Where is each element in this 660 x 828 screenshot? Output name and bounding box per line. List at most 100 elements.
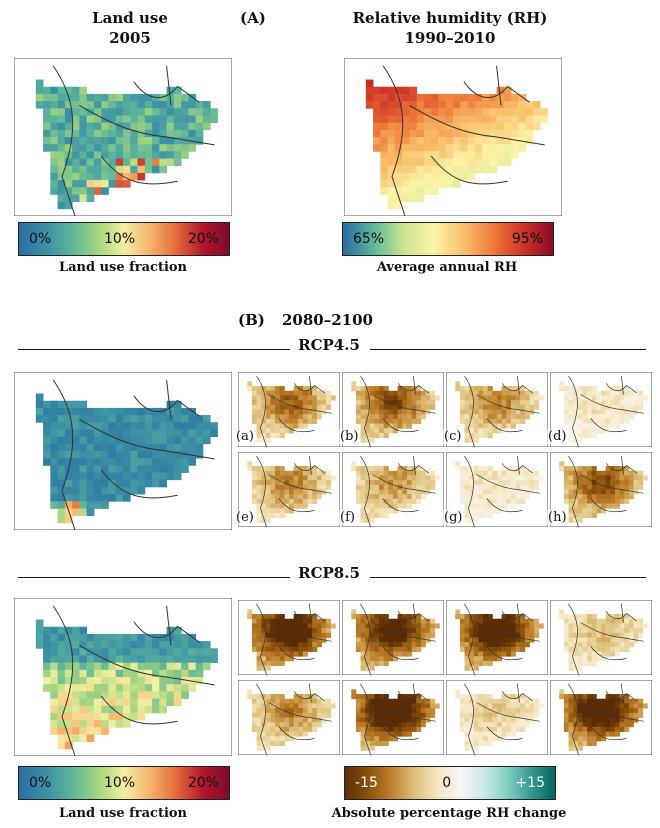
- rcp85-landuse-cell: [108, 684, 117, 692]
- rcp45-change-0-cell: [275, 418, 281, 424]
- rcp85-change-4-cell: [265, 717, 271, 723]
- rcp85-change-0-cell: [289, 623, 295, 629]
- rcp85-change-3-cell: [573, 660, 579, 667]
- landuse-2005-cell: [79, 122, 88, 131]
- rcp85-change-1-cell: [397, 628, 403, 634]
- landuse-2005-cell: [108, 108, 117, 116]
- landuse-2005-cell: [137, 108, 146, 116]
- rcp85-change-5-cell: [365, 717, 371, 723]
- rcp45-change-6-cell: [473, 508, 479, 514]
- rcp45-change-2-cell: [520, 414, 526, 420]
- rcp85-change-3-cell: [577, 628, 583, 634]
- humidity-cell: [453, 115, 461, 124]
- rcp85-change-6-cell: [469, 703, 475, 709]
- rcp85-change-7-cell: [568, 708, 574, 714]
- rcp85-landuse-cell: [159, 669, 167, 678]
- rcp45-change-5-cell: [360, 480, 366, 486]
- rcp45-change-3-cell: [624, 414, 630, 420]
- rcp85-change-6-cell: [515, 717, 521, 723]
- rcp85-change-3-cell: [582, 656, 588, 662]
- landuse-2005-cell: [115, 158, 124, 167]
- rcp85-landuse-cell: [93, 669, 102, 678]
- rcp45-change-7-cell: [591, 494, 597, 500]
- rcp45-change-0-cell: [302, 414, 308, 420]
- humidity-cell: [460, 101, 468, 109]
- rcp45-landuse-cell: [50, 422, 58, 430]
- rcp45-change-6-cell: [469, 480, 475, 486]
- rcp45-landuse-cell: [173, 458, 182, 466]
- rcp85-change-4-cell: [307, 712, 313, 718]
- rcp85-change-5-cell: [397, 717, 403, 723]
- rcp45-change-1-cell: [397, 386, 403, 392]
- rcp45-change-2-cell: [455, 381, 461, 387]
- humidity-cell: [387, 151, 396, 159]
- rcp45-change-3-cell: [577, 395, 583, 401]
- rcp45-change-3-cell: [601, 418, 607, 424]
- rcp85-change-3-cell: [582, 614, 588, 620]
- rcp45-change-0-cell: [302, 423, 308, 429]
- rcp85-change-7-cell: [610, 726, 616, 732]
- rcp85-landuse-cell: [101, 669, 109, 678]
- humidity-cell: [402, 86, 410, 95]
- rcp45-change-1-cell: [397, 395, 403, 401]
- rcp45-change-1-cell: [420, 404, 426, 410]
- landuse-2005-cell: [152, 129, 160, 138]
- rcp45-landuse-cell: [166, 422, 175, 430]
- rcp45-landuse-cell: [166, 472, 175, 481]
- rcp85-landuse-cell: [123, 641, 131, 649]
- rcp45-change-7-cell: [568, 466, 574, 472]
- rcp85-change-2-cell: [459, 642, 465, 648]
- rcp45-change-0-cell: [251, 404, 257, 410]
- rcp85-landuse-cell: [144, 641, 153, 649]
- rcp85-change-1-cell: [416, 614, 422, 620]
- rcp85-change-3-cell: [577, 614, 583, 620]
- rcp85-change-2-cell: [469, 646, 475, 652]
- rcp45-landuse-cell: [86, 486, 95, 495]
- rcp45-change-1-cell: [369, 437, 375, 443]
- rcp85-change-0-cell: [312, 632, 318, 638]
- landuse-2005-cell: [79, 151, 88, 159]
- rcp85-change-2-cell: [492, 642, 498, 648]
- rcp45-change-5-cell: [369, 489, 375, 495]
- rcp85-change-5-cell: [383, 717, 389, 723]
- rcp85-change-6-cell: [501, 722, 507, 728]
- rcp85-change-0-cell: [316, 623, 322, 629]
- rcp45-change-3-cell: [596, 390, 602, 396]
- rcp85-change-3-cell: [568, 628, 574, 634]
- rh-change-tick-1: 0: [442, 775, 452, 791]
- rcp45-change-2-cell: [483, 386, 489, 392]
- rcp45-landuse-cell: [79, 422, 88, 430]
- rcp85-change-4-cell: [270, 736, 276, 742]
- rcp85-change-5-cell: [355, 694, 361, 700]
- rcp45-change-1-cell: [420, 400, 426, 406]
- rcp45-change-0-svg: [238, 372, 340, 447]
- rcp45-change-2-cell: [520, 418, 526, 424]
- rcp85-change-6-cell: [473, 712, 479, 718]
- landuse-2005-cell: [43, 108, 51, 116]
- rcp45-change-5-border-line: [413, 455, 416, 475]
- rcp45-landuse-cell: [210, 429, 218, 438]
- rcp45-change-6-cell: [506, 498, 512, 504]
- rcp45-change-1-cell: [406, 423, 412, 429]
- rcp45-change-0-cell: [316, 404, 322, 410]
- rcp45-change-3-cell: [628, 400, 634, 406]
- rcp85-change-3-cell: [628, 637, 634, 643]
- rcp85-change-7-cell: [577, 745, 583, 751]
- rcp45-landuse-cell: [115, 451, 124, 459]
- rcp85-change-2-cell: [459, 614, 465, 620]
- rcp45-change-2-cell: [478, 428, 484, 434]
- humidity-cell: [518, 122, 527, 131]
- rcp85-change-3-cell: [573, 632, 579, 638]
- landuse-2005-cell: [50, 165, 58, 174]
- rcp85-change-1-cell: [365, 656, 371, 662]
- rcp45-change-1-cell: [383, 414, 389, 420]
- rcp45-change-2-cell: [510, 390, 516, 396]
- rcp45-change-7-cell: [587, 489, 593, 495]
- rcp45-change-3-cell: [601, 409, 607, 415]
- rcp45-change-5-cell: [430, 470, 436, 476]
- humidity-cell: [438, 165, 447, 174]
- humidity-cell: [438, 115, 447, 124]
- landuse-2005-cell: [93, 172, 102, 181]
- humidity-cell: [467, 144, 476, 152]
- rcp85-change-7-cell: [587, 717, 593, 723]
